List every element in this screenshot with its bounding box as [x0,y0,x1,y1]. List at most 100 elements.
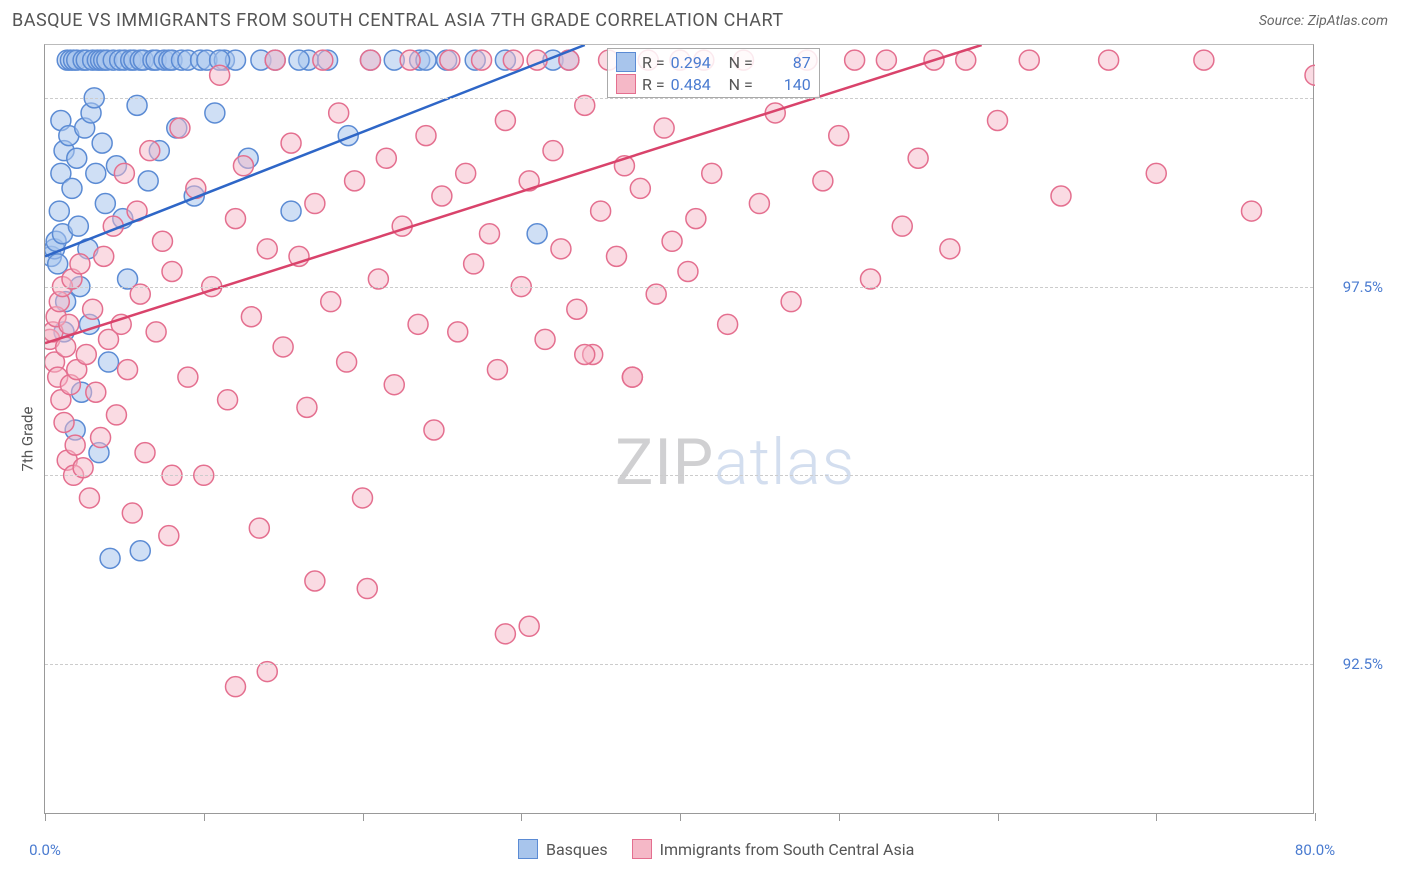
data-point [95,194,115,214]
data-point [400,50,420,70]
data-point [503,50,523,70]
x-tick [839,813,840,821]
data-point [892,216,912,236]
data-point [146,322,166,342]
y-tick-label: 92.5% [1323,655,1383,673]
stat-n-basques: 87 [759,53,811,72]
data-point [480,224,500,244]
data-point [86,382,106,402]
data-point [448,322,468,342]
grid-line [45,664,1313,665]
data-point [1305,65,1315,85]
data-point [130,541,150,561]
swatch-immigrants [616,74,636,94]
data-point [357,579,377,599]
stat-n-immigrants: 140 [759,75,811,94]
stat-r-basques: 0.294 [671,53,723,72]
grid-line [45,287,1313,288]
data-point [908,148,928,168]
data-point [472,50,492,70]
data-point [86,163,106,183]
data-point [535,329,555,349]
legend-row-immigrants: R = 0.484 N = 140 [616,73,811,95]
data-point [152,231,172,251]
data-point [67,148,87,168]
data-point [99,352,119,372]
data-point [241,307,261,327]
data-point [70,254,90,274]
data-point [100,548,120,568]
data-point [376,148,396,168]
data-point [424,420,444,440]
data-point [265,50,285,70]
data-point [678,261,698,281]
data-point [495,624,515,644]
data-point [1146,163,1166,183]
legend-row-basques: R = 0.294 N = 87 [616,51,811,73]
x-tick [363,813,364,821]
x-tick [998,813,999,821]
data-point [94,246,114,266]
x-tick [45,813,46,821]
data-point [138,171,158,191]
x-tick [1315,813,1316,821]
x-tick-label: 80.0% [1295,841,1335,859]
data-point [527,224,547,244]
data-point [686,209,706,229]
data-point [76,345,96,365]
data-point [91,428,111,448]
correlation-legend: R = 0.294 N = 87 R = 0.484 N = 140 [607,48,820,98]
data-point [62,178,82,198]
data-point [876,50,896,70]
data-point [575,345,595,365]
data-point [226,209,246,229]
data-point [118,360,138,380]
stat-r-label: R = [642,75,665,94]
data-point [321,292,341,312]
data-point [416,126,436,146]
data-point [1242,201,1262,221]
chart-header: BASQUE VS IMMIGRANTS FROM SOUTH CENTRAL … [0,0,1406,37]
data-point [988,110,1008,130]
data-point [551,239,571,259]
chart-source: Source: ZipAtlas.com [1259,13,1388,29]
source-label: Source: [1259,13,1304,29]
data-point [159,526,179,546]
stat-r-immigrants: 0.484 [671,75,723,94]
data-point [630,178,650,198]
legend-item-immigrants: Immigrants from South Central Asia [632,839,915,859]
data-point [170,118,190,138]
data-point [662,231,682,251]
data-point [68,216,88,236]
data-point [607,246,627,266]
data-point [591,201,611,221]
data-point [297,397,317,417]
data-point [1194,50,1214,70]
y-axis-title: 7th Grade [18,407,36,472]
data-point [178,367,198,387]
data-point [1099,50,1119,70]
grid-line [45,98,1313,99]
data-point [543,141,563,161]
data-point [59,314,79,334]
data-point [360,50,380,70]
data-point [281,201,301,221]
data-point [829,126,849,146]
data-point [495,110,515,130]
data-point [384,375,404,395]
x-tick-label: 0.0% [29,841,61,859]
x-tick [1156,813,1157,821]
data-point [218,390,238,410]
data-point [273,337,293,357]
x-tick [680,813,681,821]
data-point [135,443,155,463]
data-point [54,412,74,432]
swatch-immigrants [632,839,652,859]
data-point [92,133,112,153]
grid-line [45,475,1313,476]
x-tick [521,813,522,821]
legend-item-basques: Basques [518,839,608,859]
data-point [83,299,103,319]
data-point [329,103,349,123]
data-point [313,50,333,70]
